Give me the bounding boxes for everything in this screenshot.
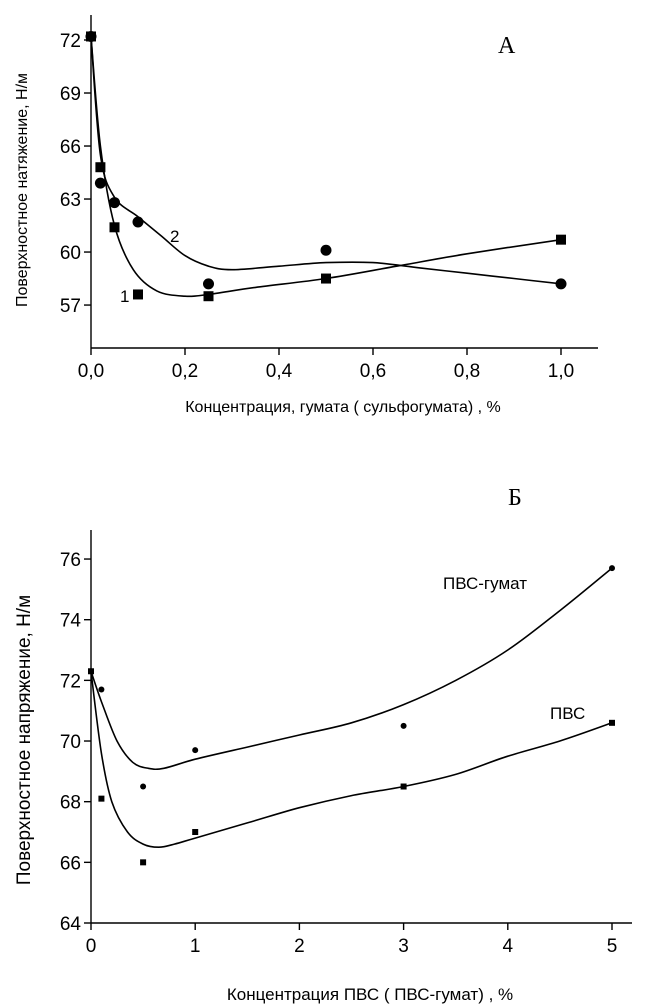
panel-b-x-title: Концентрация ПВС ( ПВС-гумат) , %	[227, 985, 513, 1004]
panel-a-series-1-point	[321, 273, 331, 284]
panel-b-y-tick-label: 76	[60, 550, 81, 571]
panel-b-y-tick-label: 64	[60, 914, 82, 935]
panel-a-y-tick-label: 69	[60, 84, 81, 105]
panel-a-series-2-label: 2	[170, 227, 179, 246]
panel-a-series-2-point	[109, 197, 120, 209]
panel-b-series-2-point	[609, 719, 615, 726]
panel-b-y-tick-label: 70	[60, 732, 81, 753]
panel-b-x-tick-label: 5	[607, 936, 618, 957]
panel-b-series-2-point	[192, 829, 199, 836]
panel-b-series-2-line	[90, 671, 613, 849]
panel-a-x-tick-label: 0,0	[78, 361, 104, 382]
panel-b-series-pvs-gumat-label: ПВС-гумат	[443, 574, 527, 593]
panel-b-x-tick-label: 0	[86, 936, 97, 957]
panel-b-series-1-point	[140, 783, 147, 790]
panel-a-series-1-point	[109, 222, 120, 233]
panel-a-x-tick-label: 0,8	[454, 361, 480, 382]
panel-b-series-2-point	[140, 859, 147, 866]
panel-a-y-tick-label: 57	[60, 296, 81, 317]
panel-a-series-1-label: 1	[120, 287, 129, 306]
panel-b-series-pvs-label: ПВС	[550, 704, 585, 723]
panel-a-series-2-point	[555, 278, 567, 290]
panel-a-series-2-point	[203, 278, 214, 290]
panel-a-x-tick-label: 0,6	[360, 361, 386, 382]
panel-b-y-tick-label: 66	[60, 853, 81, 874]
panel-b-y-tick-label: 68	[60, 793, 81, 814]
panel-a-series-2-point	[94, 177, 106, 189]
panel-b-series-1-point	[609, 565, 615, 572]
panel-a-y-title: Поверхностное натяжение, Н/м	[14, 73, 31, 307]
panel-b: Б Концентрация ПВС ( ПВС-гумат) , % Пове…	[14, 485, 632, 1004]
panel-a-y-tick-label: 66	[60, 137, 81, 158]
panel-a-y-tick-label: 63	[60, 190, 81, 211]
panel-a-series-2-point	[320, 244, 332, 256]
panel-a: А Концентрация, гумата ( сульфогумата) ,…	[14, 15, 598, 416]
panel-a-series-2-point	[85, 30, 97, 42]
panel-a-x-tick-label: 0,2	[172, 361, 198, 382]
panel-a-series-1-line	[90, 36, 562, 298]
panel-b-y-tick-label: 72	[60, 671, 81, 692]
panel-a-letter: А	[498, 33, 516, 59]
panel-b-x-tick-label: 1	[190, 936, 201, 957]
panel-b-series-1-line	[90, 567, 613, 771]
panel-a-series-1-point	[133, 289, 143, 300]
panel-b-series-2-point	[400, 783, 407, 790]
panel-b-series-1-point	[98, 686, 105, 693]
panel-a-series-1-point	[556, 234, 566, 245]
panel-b-x-tick-label: 3	[398, 936, 409, 957]
panel-a-series-1-point	[95, 162, 106, 173]
panel-b-series-1-point	[192, 747, 199, 754]
panel-b-series-2-point	[98, 795, 105, 802]
panel-b-x-tick-label: 2	[294, 936, 305, 957]
panel-b-x-tick-label: 4	[503, 936, 514, 957]
panel-a-series-1-point	[203, 291, 214, 302]
panel-a-y-tick-label: 72	[60, 31, 81, 52]
panel-b-series-2-point	[88, 668, 94, 675]
panel-b-y-tick-label: 74	[60, 611, 82, 632]
panel-a-y-tick-label: 60	[60, 243, 81, 264]
panel-a-x-tick-label: 0,4	[266, 361, 293, 382]
panel-a-x-title: Концентрация, гумата ( сульфогумата) , %	[185, 399, 501, 416]
panel-b-letter: Б	[508, 485, 522, 511]
panel-b-y-title: Поверхностное напряжение, Н/м	[14, 595, 35, 885]
panel-b-series-1-point	[400, 722, 407, 729]
panel-a-series-2-point	[132, 216, 144, 228]
panel-a-x-tick-label: 1,0	[548, 361, 574, 382]
